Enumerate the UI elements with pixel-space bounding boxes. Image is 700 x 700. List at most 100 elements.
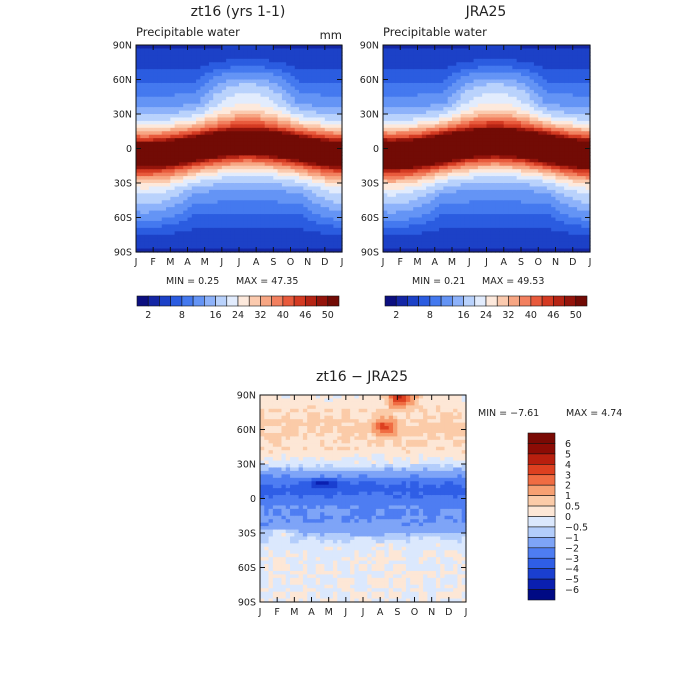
x-tick-label: A	[184, 257, 191, 268]
y-tick-label: 0	[250, 494, 256, 505]
y-tick-label: 60S	[238, 563, 256, 574]
colorbar-swatch	[527, 516, 556, 528]
x-tick-label: D	[445, 607, 452, 618]
x-tick-label: M	[448, 257, 456, 268]
colorbar-swatch	[519, 295, 532, 307]
colorbar-label: 16	[210, 310, 222, 321]
x-tick-label: D	[569, 257, 576, 268]
colorbar-label: 0.5	[565, 502, 580, 513]
colorbar-swatch	[527, 495, 556, 507]
x-tick-label: J	[219, 257, 223, 268]
colorbar-swatch	[192, 295, 205, 307]
colorbar-label: 1	[565, 491, 571, 502]
panel-reanalysis-colorbar: 2 8 16 24 32 40 46 50	[384, 295, 588, 321]
x-tick-label: M	[290, 607, 298, 618]
map2-cells	[260, 395, 467, 603]
panel-model-subtitle: Precipitable water	[136, 25, 240, 39]
colorbar-swatch	[136, 295, 149, 307]
colorbar-swatch	[181, 295, 194, 307]
colorbar-label: 24	[232, 310, 244, 321]
colorbar-label: 32	[254, 310, 266, 321]
colorbar-swatch	[527, 443, 556, 455]
colorbar-label: 6	[565, 439, 571, 450]
colorbar-swatch	[327, 295, 340, 307]
colorbar-label: −1	[565, 533, 579, 544]
colorbar-swatch	[527, 557, 556, 569]
x-tick-label: J	[361, 607, 365, 618]
colorbar-label: 4	[565, 460, 571, 471]
x-tick-label: J	[340, 257, 344, 268]
colorbar-swatch	[527, 589, 556, 601]
x-tick-label: J	[588, 257, 592, 268]
x-tick-label: M	[325, 607, 333, 618]
colorbar-swatch	[527, 474, 556, 486]
colorbar-swatch	[508, 295, 520, 307]
colorbar-swatch	[527, 578, 556, 590]
y-tick-label: 0	[373, 144, 379, 155]
colorbar-swatch	[474, 295, 487, 307]
colorbar-swatch	[147, 295, 160, 307]
x-tick-label: M	[166, 257, 174, 268]
x-tick-label: F	[150, 257, 155, 268]
panel-difference-max-label: MAX = 4.74	[566, 408, 622, 419]
y-tick-label: 30N	[237, 460, 256, 471]
colorbar-swatch	[384, 295, 397, 307]
panel-difference-min-label: MIN = −7.61	[478, 408, 539, 419]
colorbar-swatch	[293, 295, 306, 307]
colorbar-swatch	[226, 295, 239, 307]
panel-reanalysis-title: JRA25	[465, 4, 507, 20]
map0-cells	[136, 45, 343, 253]
panel-model-max-label: MAX = 47.35	[236, 276, 298, 287]
colorbar-swatch	[527, 526, 556, 538]
colorbar-swatch	[527, 568, 556, 580]
panel-reanalysis: JRA25 Precipitable water J F M A M J J A S O N D J90…	[360, 4, 592, 321]
x-tick-label: A	[253, 257, 260, 268]
panel-model-units: mm	[320, 28, 342, 42]
colorbar-swatch	[527, 453, 556, 465]
y-tick-label: 90N	[237, 391, 256, 402]
colorbar-swatch	[564, 295, 577, 307]
y-tick-label: 90N	[113, 41, 132, 52]
x-tick-label: J	[381, 257, 385, 268]
panel-reanalysis-min-label: MIN = 0.21	[412, 276, 465, 287]
x-tick-label: D	[321, 257, 328, 268]
colorbar-label: 24	[480, 310, 492, 321]
x-tick-label: J	[343, 607, 347, 618]
colorbar-label: −4	[565, 564, 579, 575]
panel-reanalysis-subtitle: Precipitable water	[383, 25, 487, 39]
colorbar-label: −2	[565, 543, 579, 554]
colorbar-label: 40	[525, 310, 537, 321]
colorbar-swatch	[527, 484, 556, 496]
x-tick-label: A	[308, 607, 315, 618]
colorbar-label: 46	[299, 310, 311, 321]
y-tick-label: 30S	[361, 179, 379, 190]
colorbar-label: 2	[145, 310, 151, 321]
colorbar-swatch	[527, 432, 556, 444]
colorbar-swatch	[553, 295, 565, 307]
x-tick-label: J	[467, 257, 471, 268]
panel-difference-title: zt16 − JRA25	[316, 369, 408, 385]
colorbar-swatch	[452, 295, 464, 307]
colorbar-swatch	[496, 295, 509, 307]
colorbar-label: 3	[565, 470, 571, 481]
colorbar-label: 2	[565, 481, 571, 492]
colorbar-swatch	[237, 295, 250, 307]
colorbar-swatch	[282, 295, 295, 307]
x-tick-label: S	[394, 607, 400, 618]
x-tick-label: J	[484, 257, 488, 268]
colorbar-swatch	[395, 295, 408, 307]
colorbar-label: 8	[427, 310, 433, 321]
y-tick-label: 30N	[360, 110, 379, 121]
panel-model-title: zt16 (yrs 1-1)	[191, 4, 286, 20]
colorbar-swatch	[541, 295, 554, 307]
colorbar-swatch	[527, 464, 556, 476]
x-tick-label: J	[464, 607, 468, 618]
colorbar-swatch	[575, 295, 588, 307]
colorbar-label: −3	[565, 554, 579, 565]
colorbar-swatch	[463, 295, 476, 307]
colorbar-label: 5	[565, 449, 571, 460]
colorbar-swatch	[418, 295, 431, 307]
